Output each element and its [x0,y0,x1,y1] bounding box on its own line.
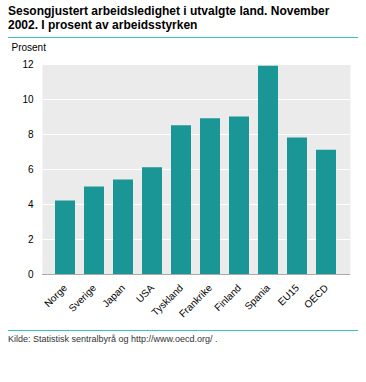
svg-text:Frankrike: Frankrike [177,282,215,320]
svg-text:Finland: Finland [212,282,243,313]
svg-text:6: 6 [28,164,34,175]
svg-text:Prosent: Prosent [12,42,47,53]
svg-text:USA: USA [134,282,157,305]
svg-text:EU15: EU15 [276,282,302,308]
html-text:Kilde: Statistisk sentralbyrå: Kilde: Statistisk sentralbyrå og http://… [8,334,218,344]
svg-text:Tyskland: Tyskland [149,282,186,318]
svg-text:0: 0 [28,269,34,280]
html-text:Sesongjustert arbeidsledighet: Sesongjustert arbeidsledighet i utvalgte… [8,4,330,32]
svg-text:Norge: Norge [42,282,69,309]
svg-text:10: 10 [22,94,34,105]
svg-text:Japan: Japan [100,282,127,309]
svg-text:4: 4 [28,199,34,210]
svg-text:OECD: OECD [302,282,330,310]
svg-text:2: 2 [28,234,34,245]
svg-text:Spania: Spania [242,282,272,312]
svg-text:8: 8 [28,129,34,140]
svg-text:Sverige: Sverige [66,282,98,314]
svg-text:12: 12 [22,59,34,70]
